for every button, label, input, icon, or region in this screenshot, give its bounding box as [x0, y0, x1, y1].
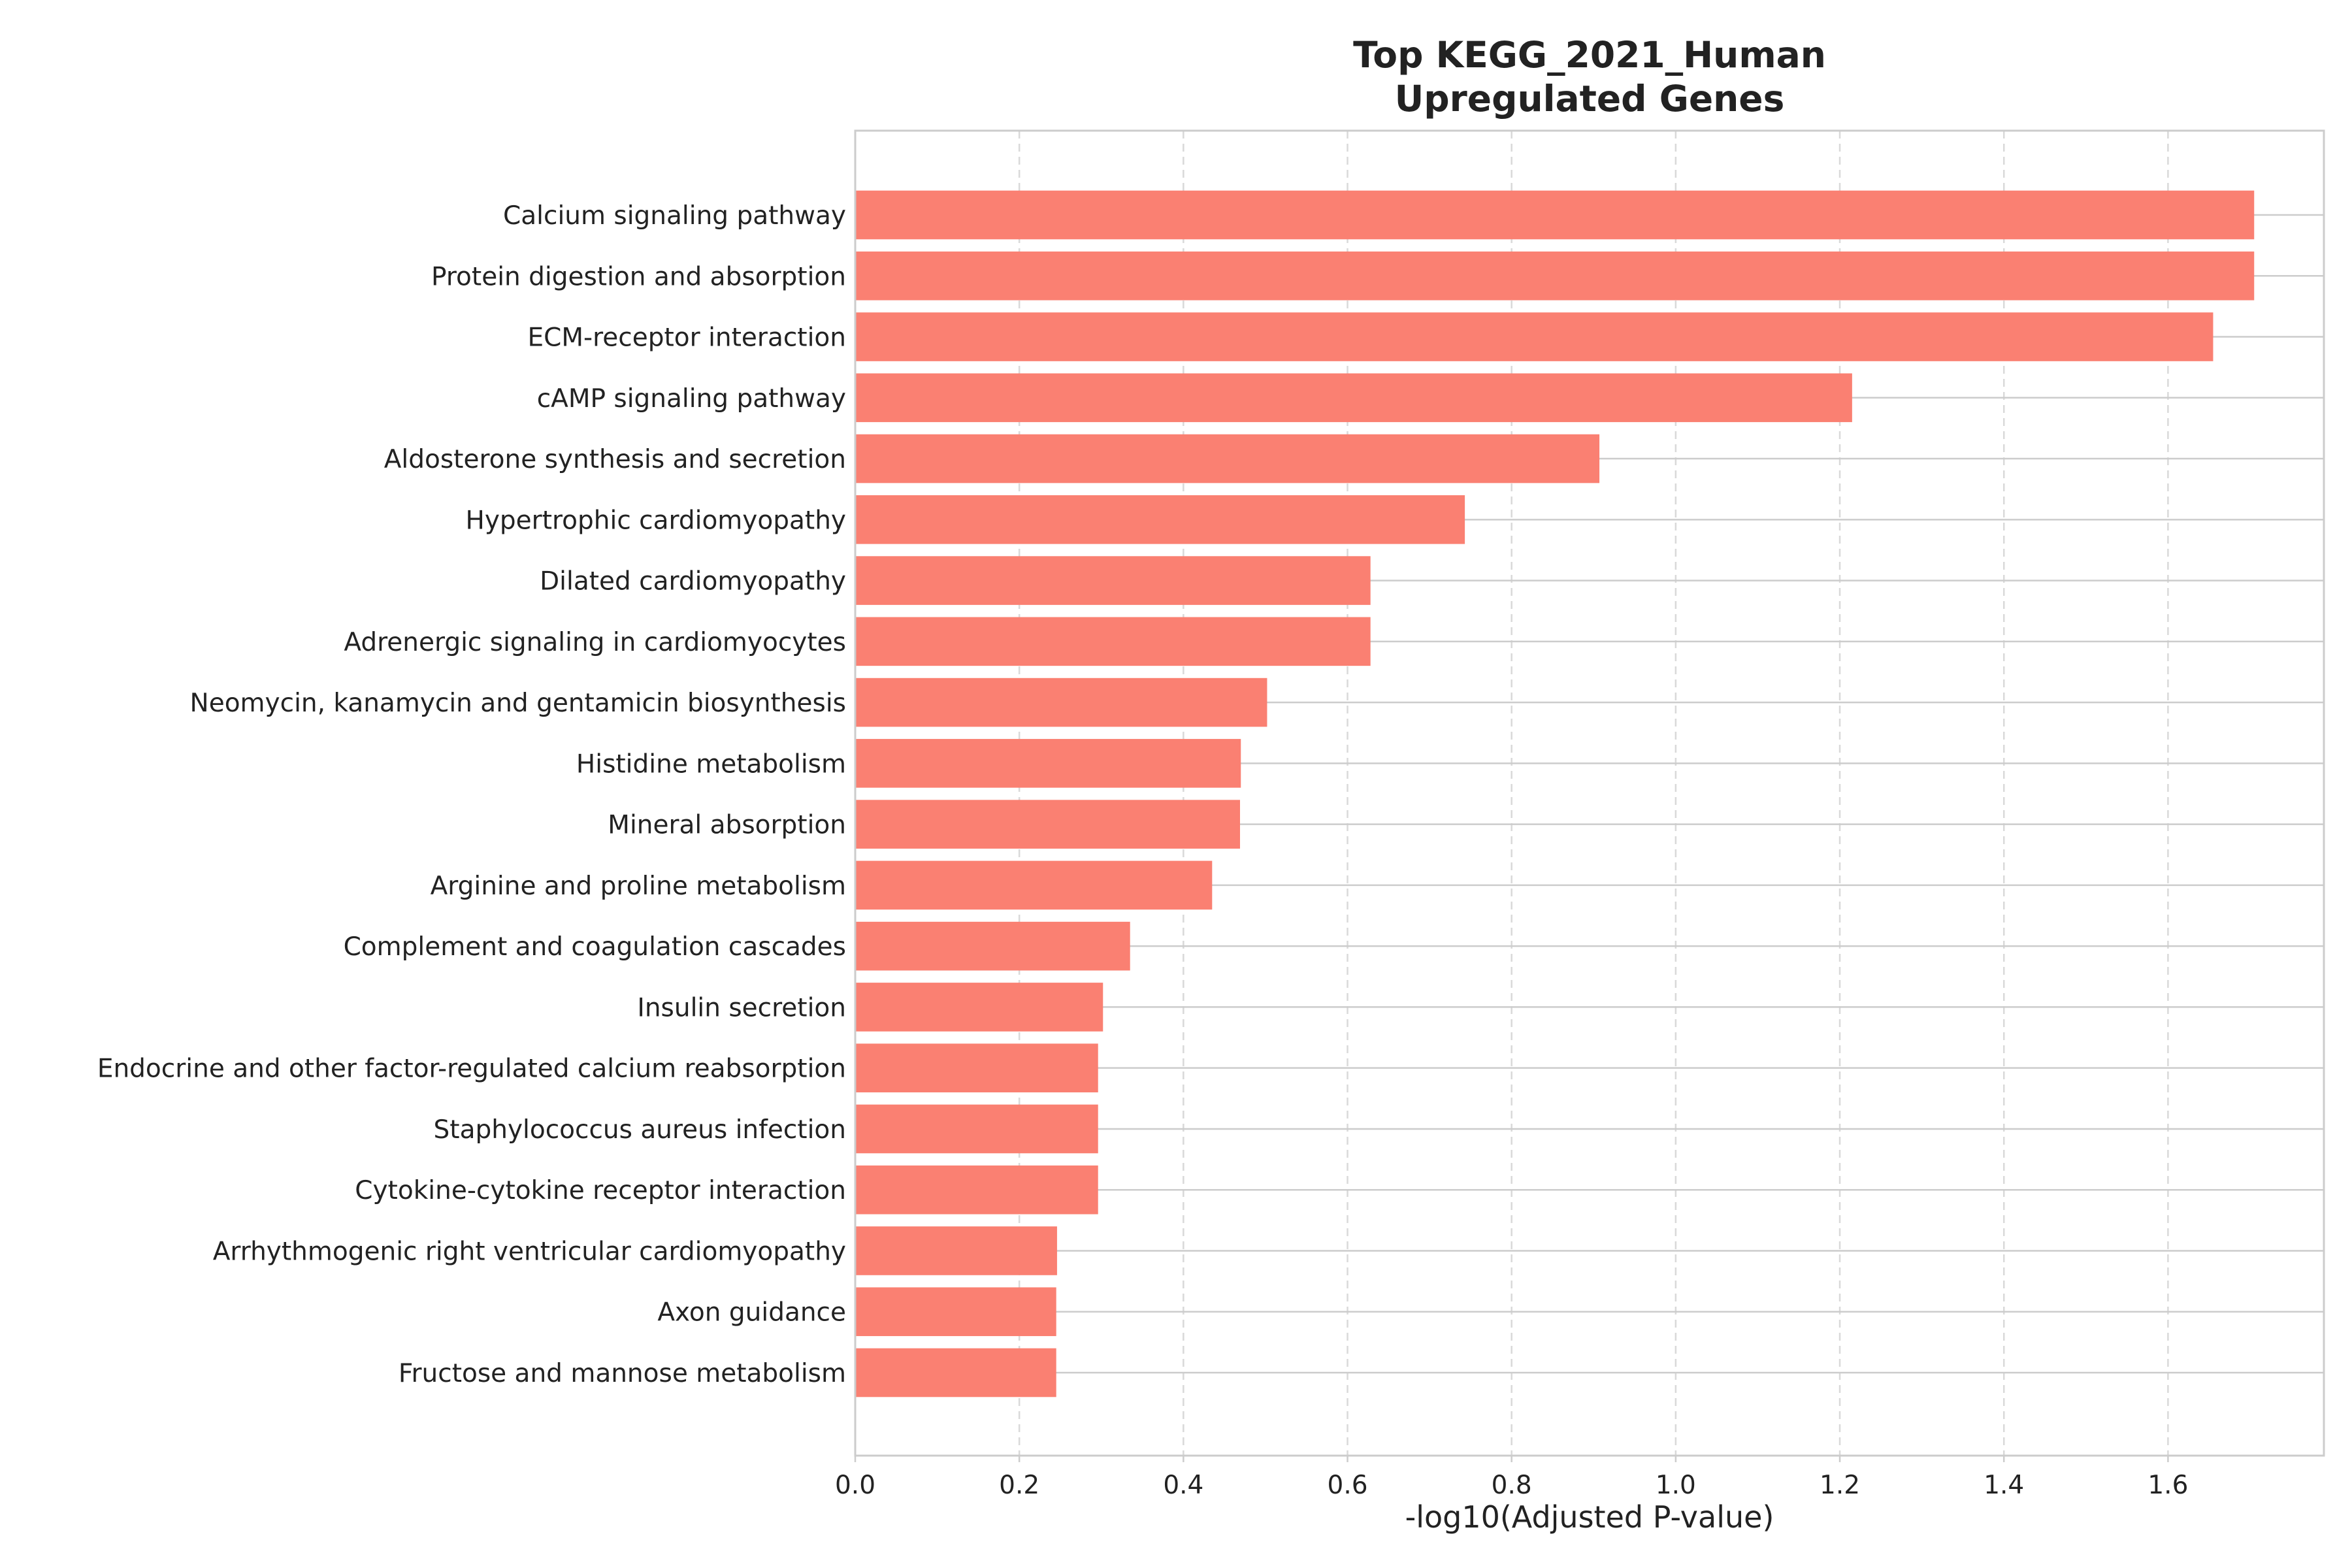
bar [855, 983, 1103, 1032]
plot-frame [854, 129, 2325, 1457]
x-axis-label: -log10(Adjusted P-value) [1405, 1499, 1774, 1535]
y-category-label: Insulin secretion [637, 993, 846, 1022]
y-category-label: Histidine metabolism [576, 749, 846, 779]
label-layer: 0.0 0.2 0.4 0.6 0.8 1.0 1.2 1.4 1.6 Calcium signa… [97, 201, 2189, 1500]
x-tick-label: 1.0 [1656, 1471, 1696, 1500]
y-category-label: Cytokine-cytokine receptor interaction [355, 1176, 846, 1205]
bar [855, 678, 1267, 727]
bar [855, 1043, 1098, 1092]
y-category-label: Arrhythmogenic right ventricular cardiom… [213, 1237, 846, 1266]
x-tick-label: 1.2 [1820, 1471, 1860, 1500]
y-category-label: Calcium signaling pathway [503, 201, 846, 231]
x-tick-label: 0.4 [1163, 1471, 1203, 1500]
x-tick-label: 0.6 [1328, 1471, 1368, 1500]
x-tick-label: 1.6 [2148, 1471, 2188, 1500]
x-tick-label: 1.4 [1984, 1471, 2024, 1500]
y-category-label: Fructose and mannose metabolism [399, 1359, 846, 1388]
y-category-label: Protein digestion and absorption [431, 262, 846, 291]
y-category-label: Arginine and proline metabolism [431, 872, 846, 901]
y-category-label: Mineral absorption [608, 811, 846, 840]
x-tick-label: 0.0 [835, 1471, 875, 1500]
bar [855, 1165, 1098, 1215]
x-tick-label: 0.8 [1492, 1471, 1532, 1500]
bar-layer [855, 190, 2255, 1397]
y-category-label: Complement and coagulation cascades [344, 932, 846, 962]
bar [855, 373, 1852, 423]
bar [855, 1348, 1056, 1397]
bar [855, 1226, 1057, 1275]
bar [855, 860, 1213, 910]
bar [855, 190, 2255, 240]
y-category-label: Endocrine and other factor-regulated cal… [97, 1054, 846, 1084]
bar [855, 312, 2213, 361]
bar [855, 921, 1130, 971]
y-category-label: cAMP signaling pathway [537, 384, 846, 414]
bar [855, 495, 1465, 544]
bar [855, 617, 1371, 666]
bar [855, 1104, 1098, 1154]
bar [855, 434, 1600, 483]
y-category-label: Hypertrophic cardiomyopathy [466, 506, 847, 535]
bar [855, 251, 2255, 301]
bar [855, 556, 1371, 605]
y-category-label: Dilated cardiomyopathy [540, 567, 846, 596]
bar [855, 1287, 1056, 1337]
y-category-label: Adrenergic signaling in cardiomyocytes [344, 628, 846, 657]
x-tick-label: 0.2 [999, 1471, 1039, 1500]
y-category-label: Aldosterone synthesis and secretion [384, 445, 846, 474]
chart-title-line-2: Upregulated Genes [1395, 78, 1785, 120]
y-category-label: Axon guidance [657, 1298, 846, 1328]
y-category-label: Staphylococcus aureus infection [434, 1115, 846, 1145]
bar [855, 800, 1241, 849]
y-category-label: ECM-receptor interaction [528, 323, 846, 353]
bar [855, 739, 1241, 788]
chart-title-line-1: Top KEGG_2021_Human [1353, 34, 1826, 76]
y-category-label: Neomycin, kanamycin and gentamicin biosy… [190, 689, 846, 718]
